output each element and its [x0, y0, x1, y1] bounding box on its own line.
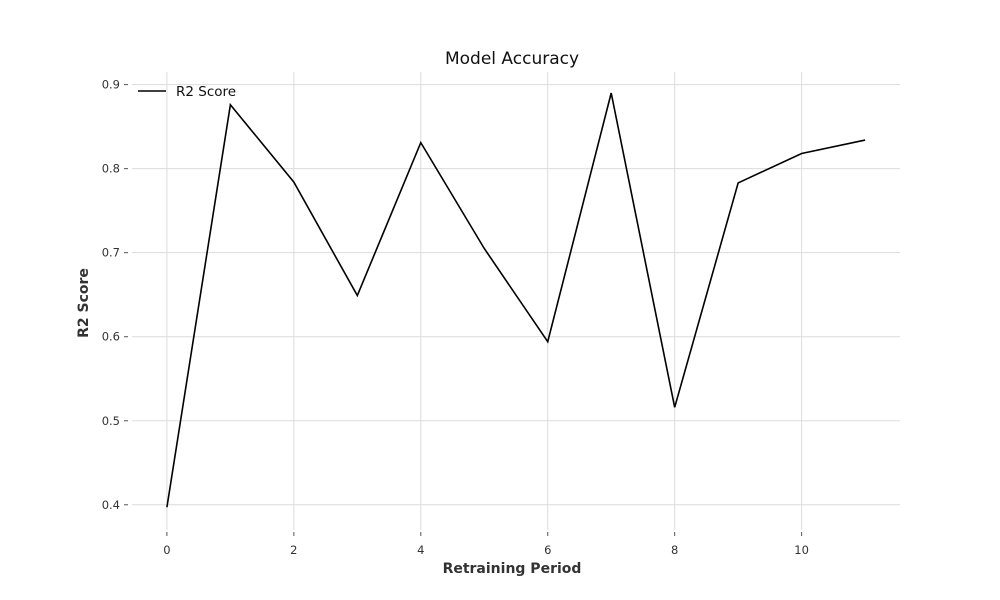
x-tick-label: 6 [544, 543, 551, 557]
grid [132, 72, 900, 530]
x-axis-label: Retraining Period [443, 561, 582, 577]
chart-title: Model Accuracy [445, 49, 579, 69]
x-tick-label: 8 [671, 543, 678, 557]
legend: R2 Score [138, 84, 236, 100]
y-axis-label: R2 Score [76, 268, 92, 338]
x-tick-label: 0 [163, 543, 170, 557]
series-line-r2-score [166, 92, 866, 508]
y-tick-label: 0.8 [102, 162, 120, 176]
x-tick-label: 4 [417, 543, 424, 557]
x-tick-label: 2 [290, 543, 297, 557]
y-tick-label: 0.5 [102, 414, 120, 428]
series-lines [166, 92, 866, 508]
x-tick-label: 10 [794, 543, 809, 557]
axis-ticks: 0 2 4 6 8 10 0.4 0.5 0.6 0.7 0.8 0.9 [102, 78, 809, 557]
y-tick-label: 0.4 [102, 498, 120, 512]
y-tick-label: 0.9 [102, 78, 120, 92]
y-tick-label: 0.6 [102, 330, 120, 344]
y-tick-label: 0.7 [102, 246, 120, 260]
legend-label: R2 Score [176, 84, 236, 100]
